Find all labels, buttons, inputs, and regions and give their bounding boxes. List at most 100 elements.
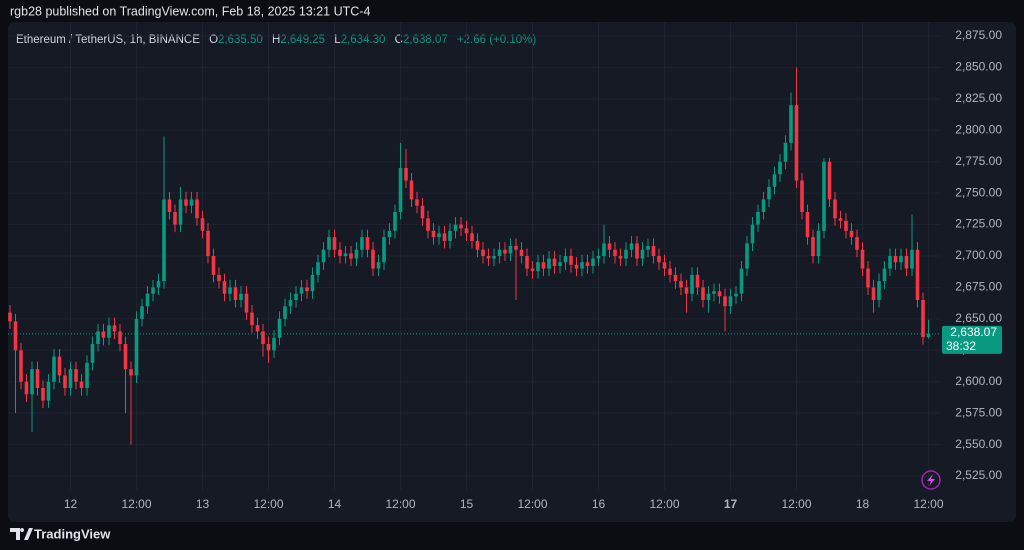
candle-body [695,274,700,288]
candle-body [492,256,496,259]
y-tick-label: 2,725.00 [955,217,1002,231]
candle-body [211,256,216,275]
candle-body [96,331,100,345]
y-tick-label: 2,750.00 [955,185,1002,199]
y-tick-label: 2,825.00 [955,91,1002,105]
candle-body [85,362,89,389]
candle-body [19,350,23,382]
x-tick-label: 17 [724,497,738,511]
candle-body [624,249,628,259]
candle-body [349,253,353,259]
candle-body [805,211,810,238]
ohlc-value: 2,634.30 [341,34,386,46]
candle-body [404,167,408,181]
candle-body [327,237,331,250]
candle-body [272,337,276,351]
candle-body [596,256,601,259]
x-tick-label: 12:00 [253,497,283,511]
candle-body [360,237,364,250]
candle-body [134,318,139,376]
candle-body [217,274,221,282]
candle-body [41,388,45,401]
candle-body [882,268,887,282]
candle-body [354,249,359,259]
candle-body [899,256,903,263]
candle-body [382,237,386,263]
alert-icon[interactable] [921,470,941,490]
y-tick-label: 2,550.00 [955,437,1002,451]
x-tick-label: 18 [856,497,870,511]
candle-body [470,233,474,241]
last-price-box [942,325,1002,354]
x-tick-label: 15 [460,497,474,511]
candle-body [772,174,777,187]
candle-body [288,300,293,307]
x-tick-label: 14 [328,497,342,511]
candle-body [90,344,95,363]
candle-body [811,237,815,256]
candle-body [910,249,914,269]
candle-body [602,243,606,256]
brand-logo [10,528,33,540]
candle-body [591,258,595,267]
candle-body [261,331,265,345]
candle-body [398,167,403,212]
candle-body [646,245,650,250]
y-tick-label: 2,650.00 [955,311,1002,325]
candle-body [778,161,782,175]
y-tick-label: 2,850.00 [955,60,1002,74]
candle-body [613,249,617,256]
candle-body [35,369,40,389]
x-tick-label: 16 [592,497,606,511]
y-tick-label: 2,675.00 [955,280,1002,294]
ohlc-key: O [209,34,218,46]
candle-body [701,287,705,301]
candle-body [68,369,73,389]
candle-body [140,306,144,319]
candle-body [239,293,243,301]
candle-body [101,331,106,338]
candle-body [393,211,397,231]
candle-body [420,205,425,219]
legend: Ethereum / TetherUS, 1h, BINANCE O2,635.… [16,34,536,46]
candle-body [13,321,18,351]
candle-body [266,344,271,351]
candle-body [24,381,29,395]
candle-body [338,249,342,256]
candle-body [761,199,766,212]
candle-body [57,356,62,376]
candle-body [178,199,183,225]
x-tick-label: 12:00 [913,497,943,511]
candle-body [723,296,727,307]
candle-body [822,161,826,231]
grid: 2,525.002,550.002,575.002,600.002,625.00… [8,22,1002,511]
candle-body [519,249,524,256]
candle-body [629,243,634,250]
candle-body [332,237,337,250]
candle-body [668,268,672,275]
candle-body [277,318,282,338]
candle-body [250,312,254,326]
candle-body [855,237,859,250]
candle-body [167,199,172,212]
candle-body [200,218,205,231]
candle-body [618,256,623,259]
candle-body [316,262,320,275]
candle-body [497,249,502,256]
last-price-label: 2,638.07 [950,325,997,339]
candle-body [228,287,232,294]
candle-body [255,325,260,332]
candle-body [464,228,469,234]
candle-body [448,230,452,241]
candle-body [849,230,854,238]
candle-body [371,249,375,269]
brand: TradingView [34,526,111,541]
y-tick-label: 2,600.00 [955,374,1002,388]
candle-body [321,249,326,263]
candle-body [712,291,716,294]
candle-body [558,262,562,267]
candle-body [305,287,309,292]
change: +2.66 (+0.10%) [457,34,536,46]
candle-body [156,281,161,288]
